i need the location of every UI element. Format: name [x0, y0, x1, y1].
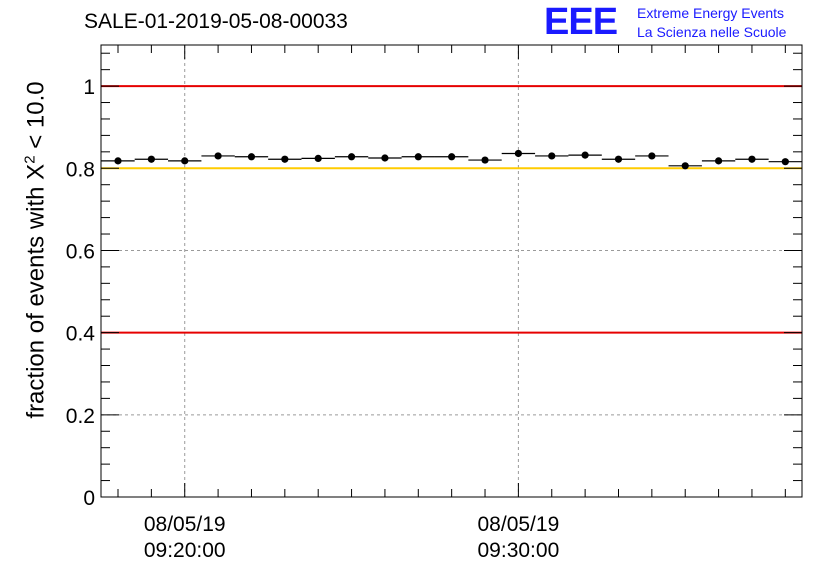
data-point	[614, 155, 623, 163]
y-tick-label: 0.4	[66, 323, 96, 346]
y-tick-label: 0	[83, 487, 95, 510]
data-point	[114, 157, 122, 165]
y-tick-label: 0.2	[66, 405, 95, 428]
logo-line-2: La Scienza nelle Scuole	[637, 24, 787, 40]
data-point	[314, 154, 322, 163]
data-point	[548, 152, 556, 160]
data-point	[714, 157, 723, 165]
data-point	[247, 153, 256, 161]
logo-line-1: Extreme Energy Events	[637, 5, 785, 21]
data-point	[181, 157, 189, 165]
logo-mark: EEE	[544, 1, 618, 43]
x-tick-label-time: 09:30:00	[478, 539, 560, 562]
x-tick-label-date: 08/05/19	[144, 513, 226, 536]
data-point	[648, 152, 656, 160]
data-point	[748, 155, 756, 163]
data-point	[381, 154, 389, 162]
x-tick-label-time: 09:20:00	[144, 539, 226, 562]
x-tick-label-date: 08/05/19	[478, 513, 560, 536]
data-point	[448, 153, 456, 161]
data-point	[681, 162, 689, 170]
data-point	[781, 158, 789, 166]
data-point	[581, 151, 589, 159]
y-tick-label: 0.8	[66, 158, 95, 181]
logo-text: Extreme Energy Events La Scienza nelle S…	[637, 4, 786, 42]
data-point	[281, 155, 289, 163]
plot-frame	[100, 44, 803, 498]
data-point	[414, 153, 422, 161]
data-point	[214, 152, 222, 160]
y-tick-label: 0.6	[66, 240, 95, 263]
y-tick-label: 1	[83, 76, 95, 99]
data-point	[147, 155, 155, 163]
chart-title: SALE-01-2019-05-08-00033	[84, 10, 348, 33]
data-point	[514, 149, 522, 158]
data-point	[481, 156, 489, 164]
data-point	[347, 153, 356, 161]
